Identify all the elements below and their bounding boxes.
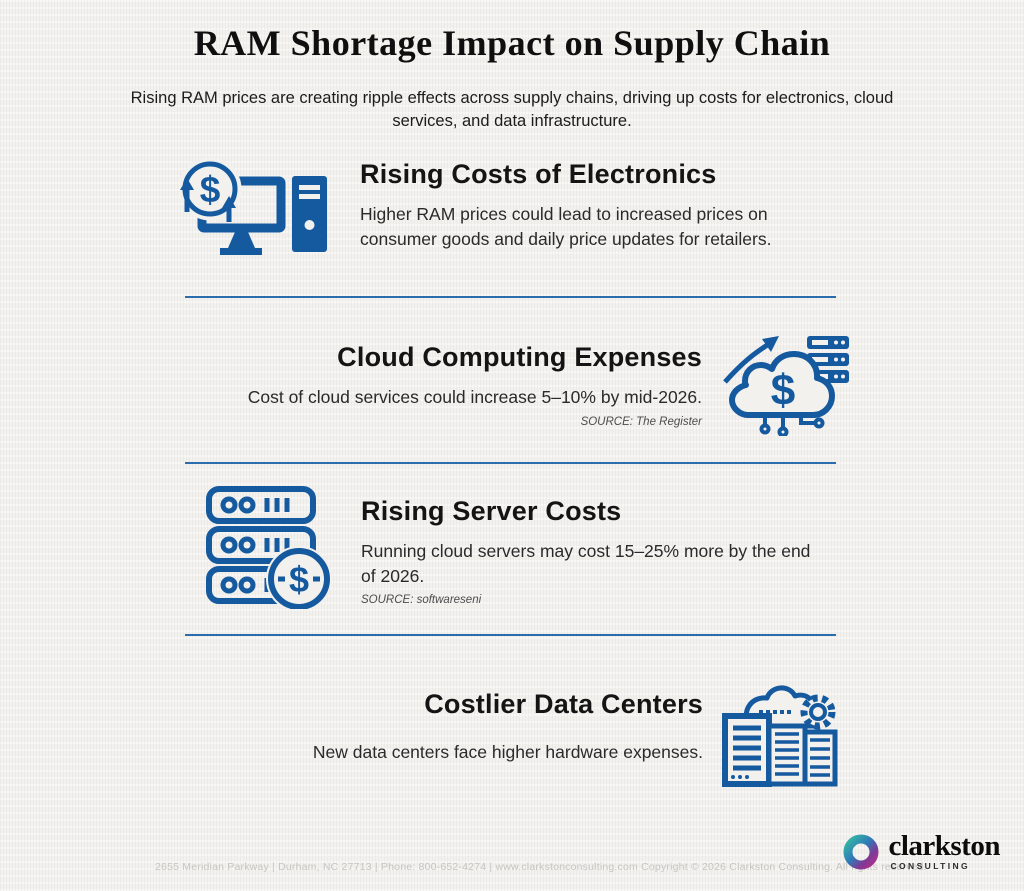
section-heading: Rising Server Costs <box>361 496 622 526</box>
footer-contact-line: 2655 Meridian Parkway | Durham, NC 27713… <box>155 861 927 873</box>
section-body: Cost of cloud services could increase 5–… <box>247 387 702 407</box>
section-cloud-computing-expenses: Cloud Computing Expenses Cost of cloud s… <box>185 328 853 436</box>
page-title: RAM Shortage Impact on Supply Chain <box>193 23 831 63</box>
section-heading: Rising Costs of Electronics <box>360 159 717 189</box>
section-costlier-data-centers: Costlier Data Centers New data centers f… <box>185 672 839 788</box>
section-divider <box>185 462 836 464</box>
section-rising-server-costs: $ Rising Server Costs Running cloud serv… <box>205 485 845 609</box>
logo-text: clarkston CONSULTING <box>888 830 1001 872</box>
section-divider <box>185 296 836 298</box>
section-rising-costs-of-electronics: $ Rising Costs of Electronics Higher RAM… <box>180 152 840 256</box>
svg-text:$: $ <box>289 559 309 600</box>
section-divider <box>185 634 836 636</box>
page-subtitle: Rising RAM prices are creating ripple ef… <box>130 89 894 130</box>
server-stack-dollar-icon: $ <box>205 485 335 609</box>
logo-tagline: CONSULTING <box>890 861 971 871</box>
logo-ring-icon <box>840 831 882 873</box>
computer-price-cycle-icon: $ <box>180 152 330 256</box>
svg-text:$: $ <box>771 366 795 415</box>
data-center-cloud-gear-icon <box>721 672 839 788</box>
section-body: Running cloud servers may cost 15–25% mo… <box>361 541 811 586</box>
clarkston-consulting-logo: clarkston CONSULTING <box>840 830 1001 873</box>
section-body: Higher RAM prices could lead to increase… <box>360 204 772 249</box>
section-heading: Cloud Computing Expenses <box>337 342 702 372</box>
cloud-dollar-servers-icon: $ <box>719 328 853 436</box>
section-source: SOURCE: The Register <box>580 416 702 428</box>
section-heading: Costlier Data Centers <box>424 689 703 719</box>
section-source: SOURCE: softwareseni <box>361 594 482 606</box>
svg-text:$: $ <box>200 169 221 210</box>
section-body: New data centers face higher hardware ex… <box>312 742 703 762</box>
logo-name: clarkston <box>888 830 1001 862</box>
